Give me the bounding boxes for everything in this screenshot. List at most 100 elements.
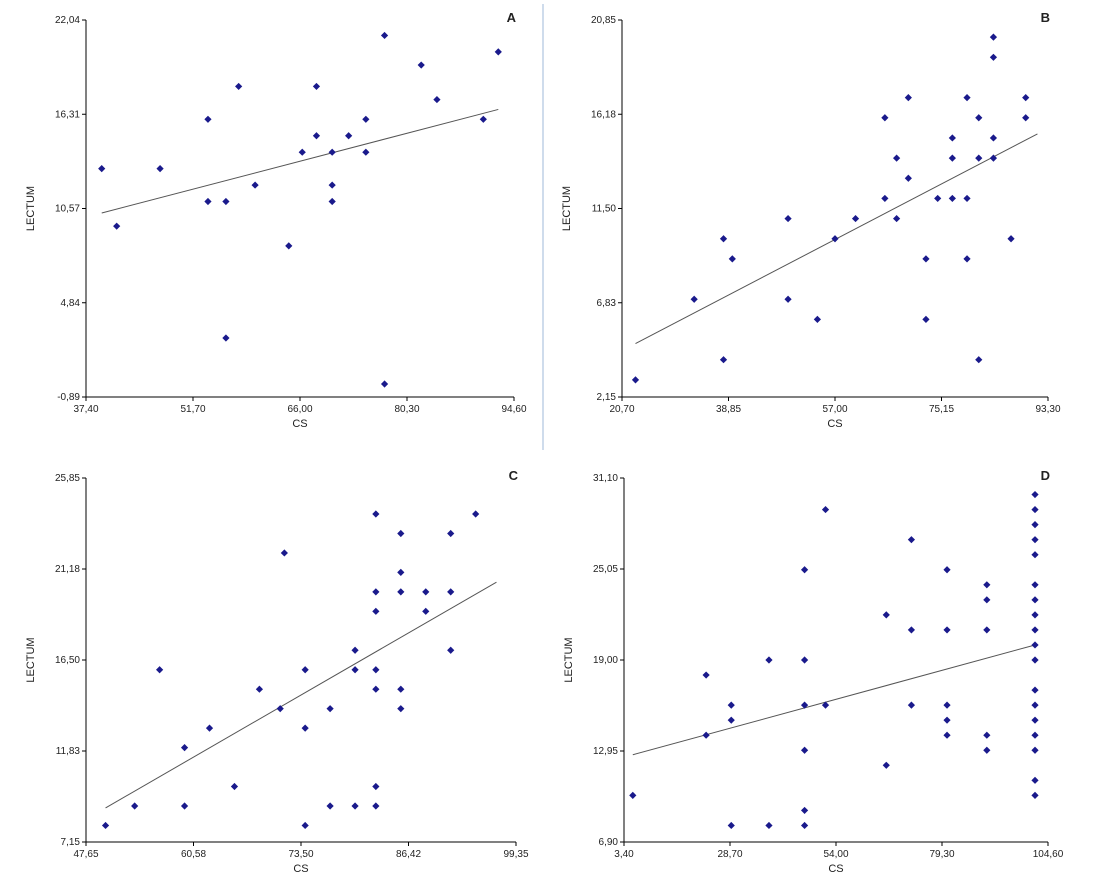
x-tick-label: 79,30 [929, 849, 954, 860]
data-point [326, 705, 334, 713]
x-tick-label: 47,65 [73, 849, 98, 860]
x-tick-label: 99,35 [503, 849, 528, 860]
data-point [298, 148, 306, 156]
data-point [328, 181, 336, 189]
data-point [821, 701, 830, 709]
x-tick-label: 54,00 [823, 849, 848, 860]
x-tick-label: 93,30 [1035, 404, 1060, 415]
data-point [1022, 114, 1030, 122]
data-point [380, 31, 389, 40]
data-point [907, 626, 916, 634]
data-point [800, 821, 809, 830]
x-tick-label: 38,85 [716, 404, 741, 415]
data-point [963, 94, 971, 102]
data-point [922, 315, 930, 323]
data-point [765, 821, 773, 830]
y-tick-label: 11,83 [56, 746, 81, 757]
data-point [765, 656, 773, 664]
data-point [989, 33, 998, 41]
panel-letter: A [507, 10, 517, 25]
data-point [372, 510, 380, 518]
data-point [1031, 716, 1039, 724]
x-tick-label: 75,15 [929, 404, 954, 415]
x-axis-label: CS [828, 863, 843, 875]
x-tick-label: 20,70 [609, 404, 634, 415]
data-point [447, 529, 455, 538]
y-tick-label: 16,31 [55, 109, 80, 120]
x-axis-label: CS [293, 863, 308, 875]
data-point [1031, 611, 1039, 619]
data-point [948, 154, 956, 162]
data-point [881, 114, 889, 122]
data-point [479, 115, 487, 123]
data-point [963, 194, 971, 203]
x-tick-label: 60,58 [181, 849, 206, 860]
data-point [800, 566, 809, 574]
y-tick-label: 16,50 [55, 655, 80, 666]
y-tick-label: 21,18 [55, 564, 80, 575]
data-point [975, 356, 983, 364]
data-point [180, 743, 189, 752]
data-point [989, 154, 998, 162]
data-point [280, 549, 288, 557]
data-point [362, 148, 370, 156]
y-tick-label: 11,50 [592, 204, 617, 215]
data-point [800, 806, 809, 815]
data-point [1031, 490, 1039, 499]
data-point [690, 295, 698, 303]
y-tick-label: 2,15 [597, 392, 617, 403]
data-point [205, 724, 214, 732]
data-point [1031, 686, 1039, 694]
data-point [113, 222, 121, 230]
data-point [372, 802, 380, 810]
data-point [222, 334, 230, 342]
data-point [922, 255, 930, 263]
y-tick-label: 31,10 [593, 473, 618, 484]
data-point [1031, 746, 1039, 754]
data-point [813, 315, 821, 323]
data-point [934, 194, 942, 203]
data-point [301, 666, 309, 674]
data-point [629, 791, 637, 799]
data-point [943, 716, 951, 724]
x-axis-label: CS [292, 418, 307, 430]
data-point [301, 724, 309, 732]
data-point [301, 821, 309, 830]
data-point [326, 802, 334, 810]
data-point [1031, 791, 1039, 799]
x-tick-label: 51,70 [180, 404, 205, 415]
y-axis-label: LECTUM [25, 637, 37, 682]
data-point [276, 705, 284, 713]
data-point [222, 197, 230, 206]
data-point [1031, 731, 1039, 739]
trend-line [632, 644, 1036, 756]
data-point [983, 581, 991, 589]
data-point [983, 731, 991, 739]
data-point [719, 356, 728, 364]
data-point [372, 607, 380, 615]
data-point [800, 656, 809, 664]
data-point [727, 716, 735, 724]
data-point [447, 588, 455, 596]
data-point [1031, 626, 1039, 634]
data-point [204, 115, 212, 123]
y-tick-label: 4,84 [61, 298, 81, 309]
data-point [1007, 235, 1015, 243]
data-point [156, 666, 164, 674]
data-point [727, 701, 735, 709]
data-point [631, 376, 640, 384]
data-point [1031, 776, 1039, 784]
y-axis-label: LECTUM [25, 186, 37, 231]
data-point [351, 646, 359, 654]
data-point [963, 255, 971, 263]
y-tick-label: 12,95 [593, 746, 618, 757]
data-point [882, 761, 890, 769]
data-point [983, 596, 991, 604]
data-point [989, 134, 998, 142]
x-axis-label: CS [827, 418, 842, 430]
data-point [1031, 656, 1039, 664]
data-point [943, 626, 951, 634]
data-point [943, 701, 951, 709]
y-tick-label: -0,89 [57, 392, 80, 403]
data-point [821, 505, 830, 514]
